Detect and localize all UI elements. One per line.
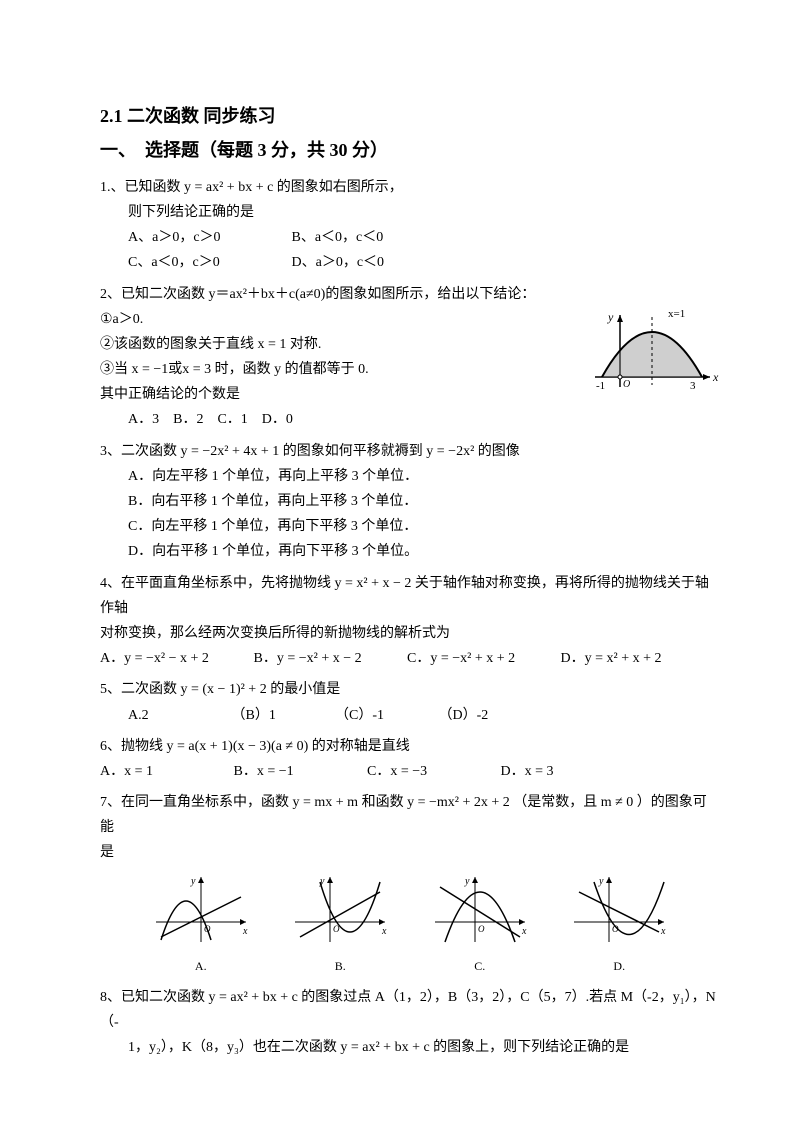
q3-option-a: A．向左平移 1 个单位，再向上平移 3 个单位． — [100, 464, 720, 489]
q5-option-d: （D）-2 — [439, 703, 489, 728]
svg-text:y: y — [598, 876, 604, 887]
svg-text:y: y — [607, 310, 614, 324]
q8-stem2: 1，y₂），K（8，y₃）也在二次函数 y = ax² + bx + c 的图象… — [100, 1035, 720, 1060]
q6-stem: 6、抛物线 y = a(x + 1)(x − 3)(a ≠ 0) 的对称轴是直线 — [100, 734, 720, 759]
q2-fig-xtick-right: 3 — [690, 380, 696, 392]
page-title: 2.1 二次函数 同步练习 — [100, 100, 720, 132]
q3-option-b: B．向右平移 1 个单位，再向上平移 3 个单位． — [100, 489, 720, 514]
q7-stem2: 是 — [100, 840, 720, 865]
svg-text:x: x — [712, 370, 719, 384]
q6-option-d: D．x = 3 — [501, 759, 554, 784]
question-6: 6、抛物线 y = a(x + 1)(x − 3)(a ≠ 0) 的对称轴是直线… — [100, 734, 720, 784]
question-2: 2、已知二次函数 y＝ax²＋bx＋c(a≠0)的图象如图所示，给出以下结论： … — [100, 282, 720, 433]
q6-option-a: A．x = 1 — [100, 759, 230, 784]
q5-option-b: （B）1 — [232, 703, 332, 728]
q2-fig-xtick-left: -1 — [596, 380, 605, 392]
question-4: 4、在平面直角坐标系中，先将抛物线 y = x² + x − 2 关于轴作轴对称… — [100, 571, 720, 672]
question-1: 1.、已知函数 y = ax² + bx + c 的图象如右图所示， 则下列结论… — [100, 175, 720, 276]
q2-options: A．3 B．2 C．1 D．0 — [100, 407, 720, 432]
q7-graphs: xy O A. xy O B. xy O — [100, 872, 720, 979]
q4-option-d: D．y = x² + x + 2 — [561, 646, 662, 671]
q4-option-a: A．y = −x² − x + 2 — [100, 646, 250, 671]
svg-text:x: x — [521, 926, 527, 937]
q2-figure: x y x=1 -1 3 O — [590, 307, 720, 406]
section-heading: 一、 选择题（每题 3 分，共 30 分） — [100, 134, 720, 166]
svg-text:y: y — [464, 876, 470, 887]
q7-stem1: 7、在同一直角坐标系中，函数 y = mx + m 和函数 y = −mx² +… — [100, 790, 720, 840]
q8-stem1: 8、已知二次函数 y = ax² + bx + c 的图象过点 A（1，2），B… — [100, 985, 720, 1035]
svg-text:y: y — [319, 876, 325, 887]
q7-graph-b: xy O — [290, 872, 390, 947]
q6-option-c: C．x = −3 — [367, 759, 497, 784]
q5-stem: 5、二次函数 y = (x − 1)² + 2 的最小值是 — [100, 677, 720, 702]
q2-fig-axis-label: x=1 — [668, 308, 685, 320]
question-3: 3、二次函数 y = −2x² + 4x + 1 的图象如何平移就褥到 y = … — [100, 439, 720, 565]
q7-label-c: C. — [420, 956, 540, 978]
svg-text:x: x — [660, 926, 666, 937]
q5-option-c: （C）-1 — [335, 703, 435, 728]
q4-option-b: B．y = −x² + x − 2 — [254, 646, 404, 671]
q7-label-b: B. — [280, 956, 400, 978]
q5-option-a: A.2 — [128, 703, 228, 728]
svg-text:x: x — [381, 926, 387, 937]
svg-text:O: O — [623, 379, 630, 390]
q1-line2: 则下列结论正确的是 — [100, 200, 720, 225]
q3-stem: 3、二次函数 y = −2x² + 4x + 1 的图象如何平移就褥到 y = … — [100, 439, 720, 464]
question-8: 8、已知二次函数 y = ax² + bx + c 的图象过点 A（1，2），B… — [100, 985, 720, 1061]
q7-label-a: A. — [141, 956, 261, 978]
question-7: 7、在同一直角坐标系中，函数 y = mx + m 和函数 y = −mx² +… — [100, 790, 720, 979]
q3-option-c: C．向左平移 1 个单位，再向下平移 3 个单位． — [100, 514, 720, 539]
q7-label-d: D. — [559, 956, 679, 978]
q1-option-d: D、a＞0，c＜0 — [292, 250, 385, 275]
q1-option-b: B、a＜0，c＜0 — [292, 225, 384, 250]
svg-text:y: y — [190, 876, 196, 887]
q6-option-b: B．x = −1 — [234, 759, 364, 784]
q4-option-c: C．y = −x² + x + 2 — [407, 646, 557, 671]
q1-option-c: C、a＜0，c＞0 — [128, 250, 288, 275]
q4-stem1: 4、在平面直角坐标系中，先将抛物线 y = x² + x − 2 关于轴作轴对称… — [100, 571, 720, 621]
svg-text:O: O — [478, 924, 485, 934]
q3-option-d: D．向右平移 1 个单位，再向下平移 3 个单位。 — [100, 539, 720, 564]
q2-stem: 2、已知二次函数 y＝ax²＋bx＋c(a≠0)的图象如图所示，给出以下结论： — [100, 282, 720, 307]
q4-stem2: 对称变换，那么经两次变换后所得的新抛物线的解析式为 — [100, 621, 720, 646]
svg-text:x: x — [242, 926, 248, 937]
q1-option-a: A、a＞0，c＞0 — [128, 225, 288, 250]
question-5: 5、二次函数 y = (x − 1)² + 2 的最小值是 A.2 （B）1 （… — [100, 677, 720, 727]
q1-stem: 1.、已知函数 y = ax² + bx + c 的图象如右图所示， — [100, 175, 720, 200]
q7-graph-c: x y O — [430, 872, 530, 947]
q7-graph-a: xy O — [151, 872, 251, 947]
q7-graph-d: xy O — [569, 872, 669, 947]
